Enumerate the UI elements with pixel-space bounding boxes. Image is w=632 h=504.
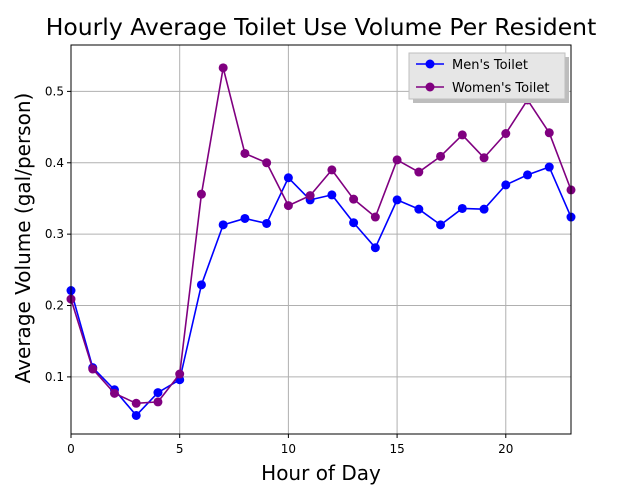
data-point-series-2	[501, 129, 511, 139]
data-point-series-1	[131, 410, 141, 420]
x-tick-label: 15	[389, 442, 404, 456]
data-point-series-2	[196, 189, 206, 199]
data-point-series-1	[283, 173, 293, 183]
data-point-series-1	[327, 190, 337, 200]
data-point-series-1	[479, 204, 489, 214]
data-point-series-1	[153, 388, 163, 398]
data-point-series-2	[262, 158, 272, 168]
y-tick-label: 0.3	[45, 227, 64, 241]
data-point-series-1	[436, 220, 446, 230]
series-lines	[66, 63, 576, 420]
data-point-series-1	[196, 280, 206, 290]
data-point-series-1	[544, 162, 554, 172]
legend: Men's Toilet Women's Toilet	[408, 52, 569, 103]
data-point-series-2	[349, 194, 359, 204]
legend-entries: Men's Toilet Women's Toilet	[416, 58, 549, 96]
x-tick-label: 10	[281, 442, 296, 456]
y-tick-label: 0.4	[45, 156, 64, 170]
data-point-series-2	[109, 388, 119, 398]
x-tick-label: 0	[67, 442, 75, 456]
data-point-series-2	[414, 167, 424, 177]
x-tick-label: 5	[176, 442, 184, 456]
x-axis-label: Hour of Day	[261, 461, 381, 485]
data-point-series-2	[218, 63, 228, 73]
data-point-series-2	[305, 191, 315, 201]
data-point-series-2	[175, 369, 185, 379]
axes	[67, 44, 572, 438]
legend-marker-1	[425, 59, 435, 69]
data-point-series-2	[479, 153, 489, 163]
y-tick-label: 0.2	[45, 299, 64, 313]
data-point-series-2	[544, 128, 554, 138]
plot-frame	[70, 44, 572, 435]
series-line-2	[70, 67, 572, 405]
data-point-series-1	[414, 204, 424, 214]
data-point-series-2	[240, 148, 250, 158]
data-point-series-1	[349, 218, 359, 228]
series-line-1	[70, 166, 572, 417]
data-point-series-1	[262, 218, 272, 228]
data-point-series-1	[370, 243, 380, 253]
x-tick-label: 20	[498, 442, 513, 456]
data-point-series-2	[131, 398, 141, 408]
tick-labels: 0 5 10 15 20 0.1 0.2 0.3 0.4 0.5	[45, 84, 514, 456]
data-point-series-2	[88, 364, 98, 374]
data-point-series-2	[153, 397, 163, 407]
legend-label-2: Women's Toilet	[452, 81, 549, 96]
y-tick-label: 0.5	[45, 84, 64, 98]
data-point-series-1	[392, 195, 402, 205]
data-point-series-1	[457, 203, 467, 213]
data-point-series-2	[327, 165, 337, 175]
data-point-series-1	[523, 170, 533, 180]
data-point-series-2	[370, 212, 380, 222]
legend-box	[408, 52, 566, 100]
legend-marker-2	[425, 82, 435, 92]
data-point-series-1	[501, 180, 511, 190]
grid-lines	[70, 45, 571, 434]
data-point-series-2	[392, 155, 402, 165]
chart-title: Hourly Average Toilet Use Volume Per Res…	[46, 13, 597, 41]
data-point-series-2	[283, 201, 293, 211]
data-point-series-1	[218, 220, 228, 230]
data-point-series-2	[436, 151, 446, 161]
y-tick-label: 0.1	[45, 370, 64, 384]
data-point-series-2	[457, 130, 467, 140]
legend-label-1: Men's Toilet	[452, 58, 528, 73]
data-point-series-1	[240, 213, 250, 223]
y-axis-label: Average Volume (gal/person)	[11, 93, 35, 384]
